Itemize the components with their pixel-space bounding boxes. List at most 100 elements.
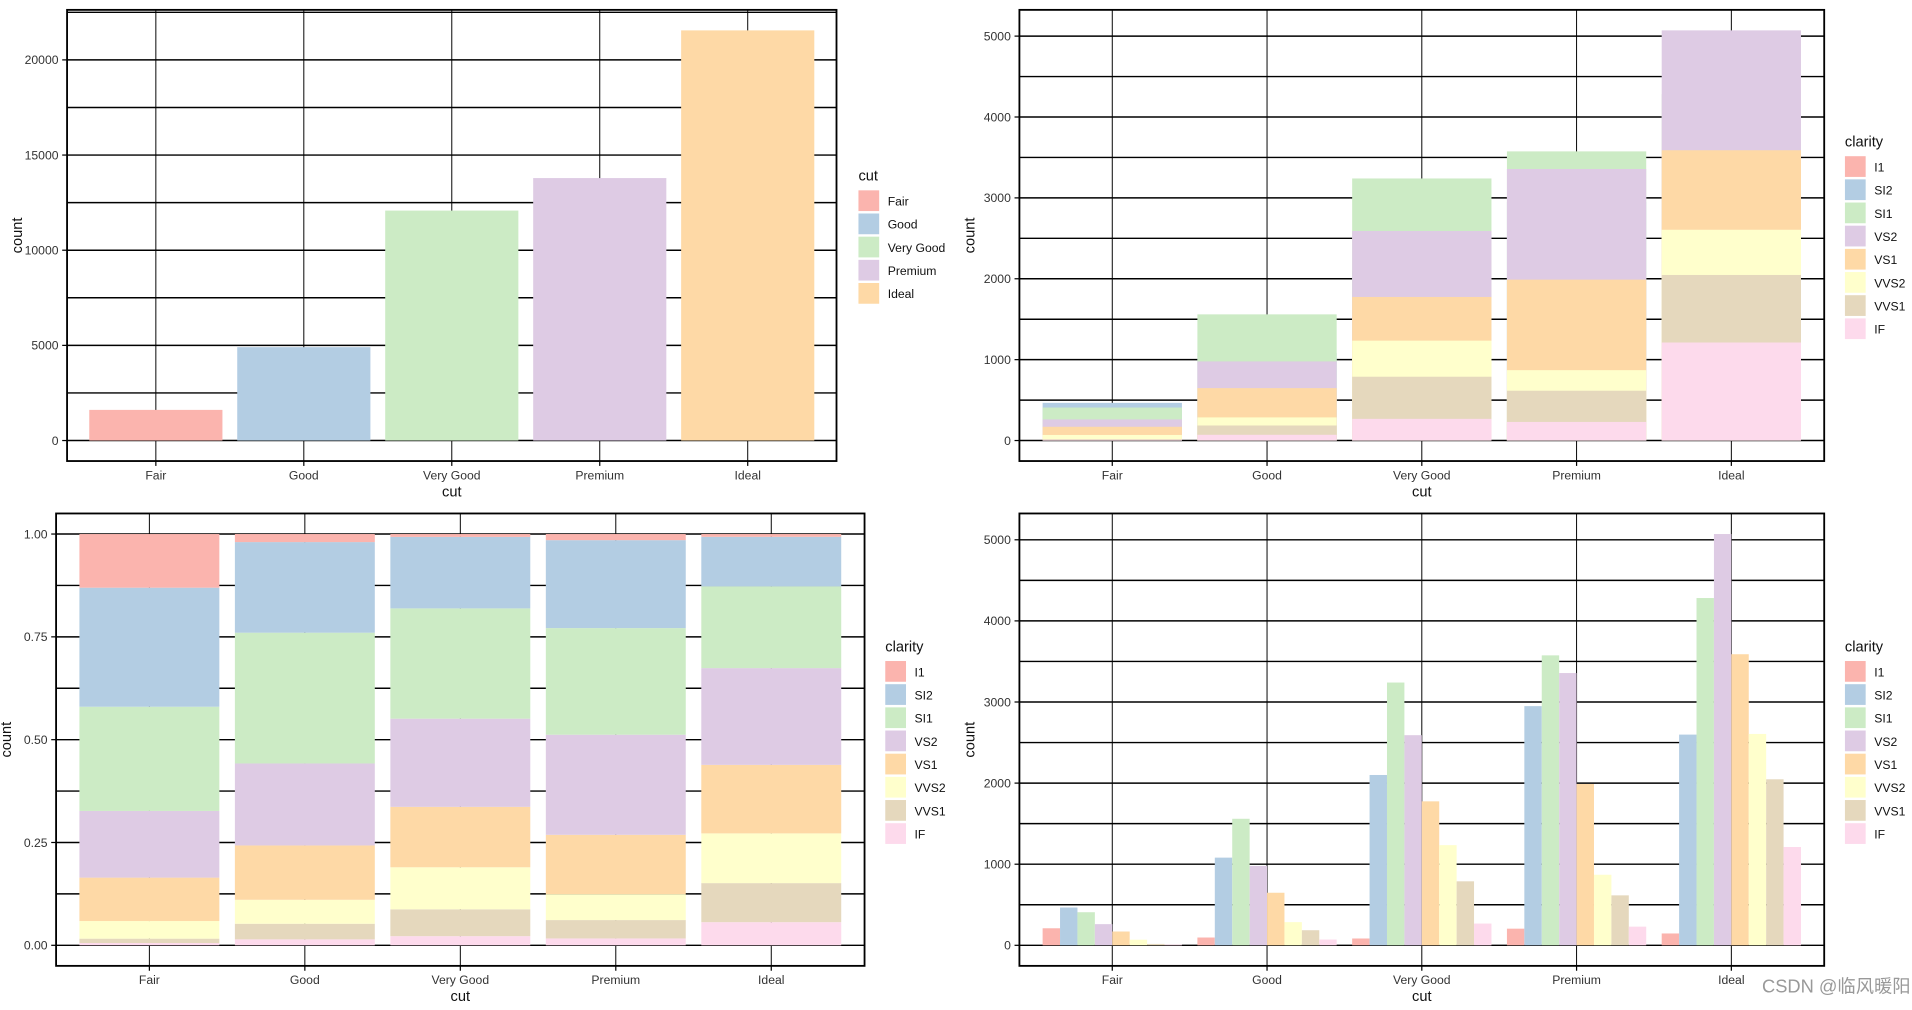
bar-si2: [1214, 857, 1233, 946]
legend-label: SI1: [915, 712, 934, 726]
legend-key: [885, 730, 907, 752]
x-tick-label: Good: [1252, 973, 1282, 987]
bar-si2: [1524, 706, 1542, 946]
bar-if: [1661, 342, 1801, 441]
y-tick-label: 3000: [984, 695, 1011, 709]
x-tick-label: Ideal: [1718, 973, 1744, 987]
legend-key: [1844, 753, 1866, 775]
y-tick-label: 0: [1004, 434, 1011, 448]
bar-i1: [1661, 933, 1680, 946]
bar-segment-vs1: [234, 845, 375, 900]
x-tick-label: Fair: [139, 973, 160, 987]
legend-key: [1844, 248, 1866, 270]
legend-key: [1844, 318, 1866, 340]
y-tick-label: 2000: [984, 272, 1011, 286]
y-axis-title: count: [962, 722, 978, 758]
legend-label: VVS2: [915, 781, 946, 795]
legend: clarity I1 SI2 SI1 VS2 VS1 VVS2 VVS1 IF: [1844, 639, 1906, 844]
bar-si2: [1060, 907, 1078, 946]
bar-vs1: [1731, 654, 1749, 946]
bar-vs1: [1576, 783, 1594, 946]
legend-title: clarity: [1845, 639, 1884, 655]
y-axis-title: count: [962, 218, 978, 254]
legend-label: VVS2: [1874, 781, 1905, 795]
x-tick-label: Premium: [591, 973, 640, 987]
bar-if: [1197, 434, 1337, 441]
x-tick-label: Premium: [575, 468, 624, 482]
bar-segment-vs2: [390, 718, 531, 807]
bar-segment-si1: [701, 586, 842, 669]
bar-good: [237, 347, 371, 441]
legend-label: I1: [1874, 160, 1884, 174]
bar-vvs1: [1301, 930, 1320, 946]
bar-segment-i1: [79, 534, 220, 588]
legend-key: [1844, 202, 1866, 224]
bar-segment-si1: [79, 706, 220, 811]
bar-vs2: [1713, 534, 1732, 946]
bar-if: [1319, 939, 1337, 946]
legend-label: Ideal: [888, 287, 914, 301]
y-tick-label: 15000: [25, 148, 59, 162]
bar-segment-vs2: [701, 668, 842, 765]
y-tick-label: 2000: [984, 776, 1011, 790]
chart-panel-2: 0.00 0.25 0.50 0.75 1.00 Fair Good Very Good Pre…: [0, 512, 946, 1005]
legend: clarity I1 SI2 SI1 VS2 VS1 VVS2 VVS1 IF: [885, 639, 946, 844]
bar-if: [1506, 421, 1647, 441]
bar-vvs1: [1766, 779, 1784, 946]
bar-if: [1352, 418, 1492, 441]
bar-vvs2: [1042, 434, 1182, 441]
y-tick-label: 0: [1004, 939, 1011, 953]
legend-label: Very Good: [888, 241, 946, 255]
y-tick-label: 10000: [25, 243, 59, 257]
legend-title: clarity: [1845, 134, 1884, 150]
x-tick-label: Good: [289, 468, 319, 482]
y-tick-label: 1000: [984, 353, 1011, 367]
x-tick-label: Very Good: [423, 468, 481, 482]
x-tick-label: Good: [290, 973, 320, 987]
legend-key: [1844, 800, 1866, 821]
bar-segment-si2: [234, 542, 375, 633]
legend-key: [1844, 776, 1866, 798]
bar-vs2: [1094, 924, 1113, 946]
bar-segment-vs1: [545, 834, 686, 895]
bar-vvs1: [1611, 895, 1629, 946]
x-tick-label: Very Good: [1393, 973, 1451, 987]
bar-i1: [1197, 937, 1215, 946]
x-axis-title: cut: [451, 989, 471, 1005]
x-axis-title: cut: [442, 484, 462, 500]
bar-segment-vs2: [79, 810, 220, 878]
legend-label: IF: [1874, 323, 1885, 337]
x-tick-label: Premium: [1552, 468, 1601, 482]
y-axis-title: count: [0, 722, 15, 758]
bar-segment-si1: [545, 628, 686, 735]
y-tick-label: 5000: [984, 533, 1011, 547]
bar-vvs2: [1129, 939, 1148, 946]
bar-vvs2: [1284, 922, 1302, 946]
legend-label: Good: [888, 218, 918, 232]
bar-segment-vvs2: [545, 894, 686, 921]
legend-label: VS2: [915, 735, 938, 749]
bar-segment-vvs1: [545, 920, 686, 939]
bar-si1: [1232, 818, 1250, 946]
bar-si1: [1386, 682, 1405, 946]
legend-key: [858, 259, 880, 281]
y-tick-label: 4000: [984, 614, 1011, 628]
bar-very-good: [385, 210, 519, 441]
x-tick-label: Good: [1252, 468, 1282, 482]
legend: cut Fair Good Very Good Premium Ideal: [858, 169, 945, 304]
y-tick-label: 1000: [984, 857, 1011, 871]
x-tick-label: Fair: [145, 468, 166, 482]
chart-panel-1: 0 1000 2000 3000 4000 5000 Fair Good Very Good Pr…: [962, 8, 1906, 500]
bar-segment-vs1: [390, 806, 531, 868]
bar-vvs1: [1147, 943, 1165, 946]
bar-segment-if: [390, 936, 531, 946]
bar-si1: [1541, 655, 1560, 946]
bar-if: [1474, 923, 1492, 946]
bar-segment-vvs1: [234, 923, 375, 940]
legend-label: VS2: [1874, 230, 1897, 244]
y-tick-label: 3000: [984, 191, 1011, 205]
bar-segment-si1: [234, 632, 375, 764]
legend-key: [885, 800, 907, 821]
chart-panel-3: 0 1000 2000 3000 4000 5000 Fair Good Very Good Pr…: [962, 512, 1906, 1005]
legend-label: VVS1: [915, 804, 946, 818]
